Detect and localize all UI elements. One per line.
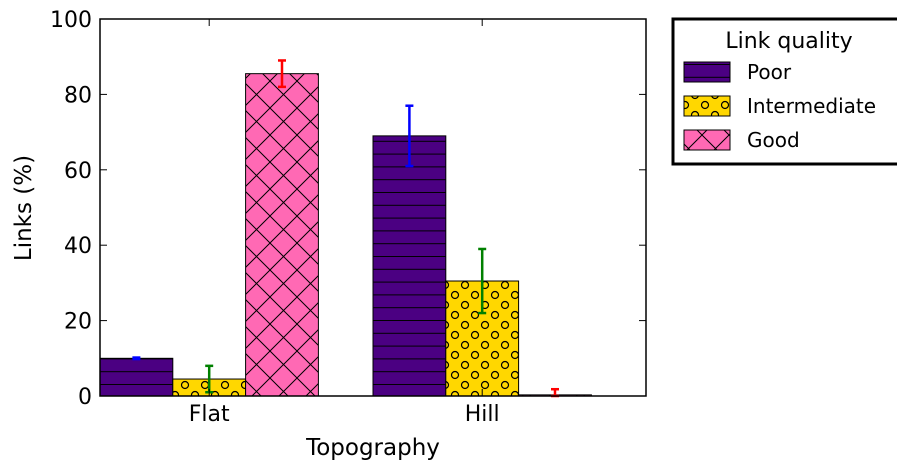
legend-swatch-intermediate (683, 95, 731, 117)
error-bar-poor-hill (405, 104, 414, 168)
error-bar-poor-flat (132, 356, 141, 361)
legend-swatch-poor (683, 61, 731, 83)
legend-swatch-good (683, 129, 731, 151)
bar-poor-flat (99, 357, 174, 397)
y-tick-label: 100 (50, 8, 92, 33)
y-axis: 0 20 40 60 80 100 (50, 8, 646, 410)
legend-label-poor: Poor (747, 60, 792, 84)
legend-item-poor: Poor (683, 60, 792, 84)
bar-poor-hill (372, 135, 447, 397)
y-axis-title: Links (%) (11, 155, 37, 261)
legend-title: Link quality (725, 29, 852, 54)
bar-good-flat (245, 73, 319, 397)
legend-label-intermediate: Intermediate (747, 94, 876, 118)
x-tick-label-hill: Hill (465, 402, 500, 427)
error-bars-layer (132, 59, 559, 398)
x-tick-label-flat: Flat (189, 402, 230, 427)
bars-layer (99, 73, 592, 397)
error-bar-good-flat (278, 59, 286, 89)
y-tick-label: 40 (64, 234, 92, 259)
legend-item-good: Good (683, 128, 800, 152)
legend-items: Poor Intermediate Good (683, 60, 876, 152)
y-tick-label: 60 (64, 159, 92, 184)
error-bar-intermediate-hill (478, 247, 487, 315)
x-axis: Flat Hill (189, 19, 500, 427)
plot-frame (99, 18, 647, 397)
y-tick-label: 80 (64, 83, 92, 108)
error-bar-good-hill (551, 387, 559, 398)
legend: Link quality Poor Intermediate Good (671, 17, 897, 166)
y-tick-label: 0 (78, 385, 92, 410)
y-tick-label: 20 (64, 310, 92, 335)
x-axis-title: Topography (305, 435, 440, 461)
legend-label-good: Good (747, 128, 800, 152)
legend-item-intermediate: Intermediate (683, 94, 876, 118)
